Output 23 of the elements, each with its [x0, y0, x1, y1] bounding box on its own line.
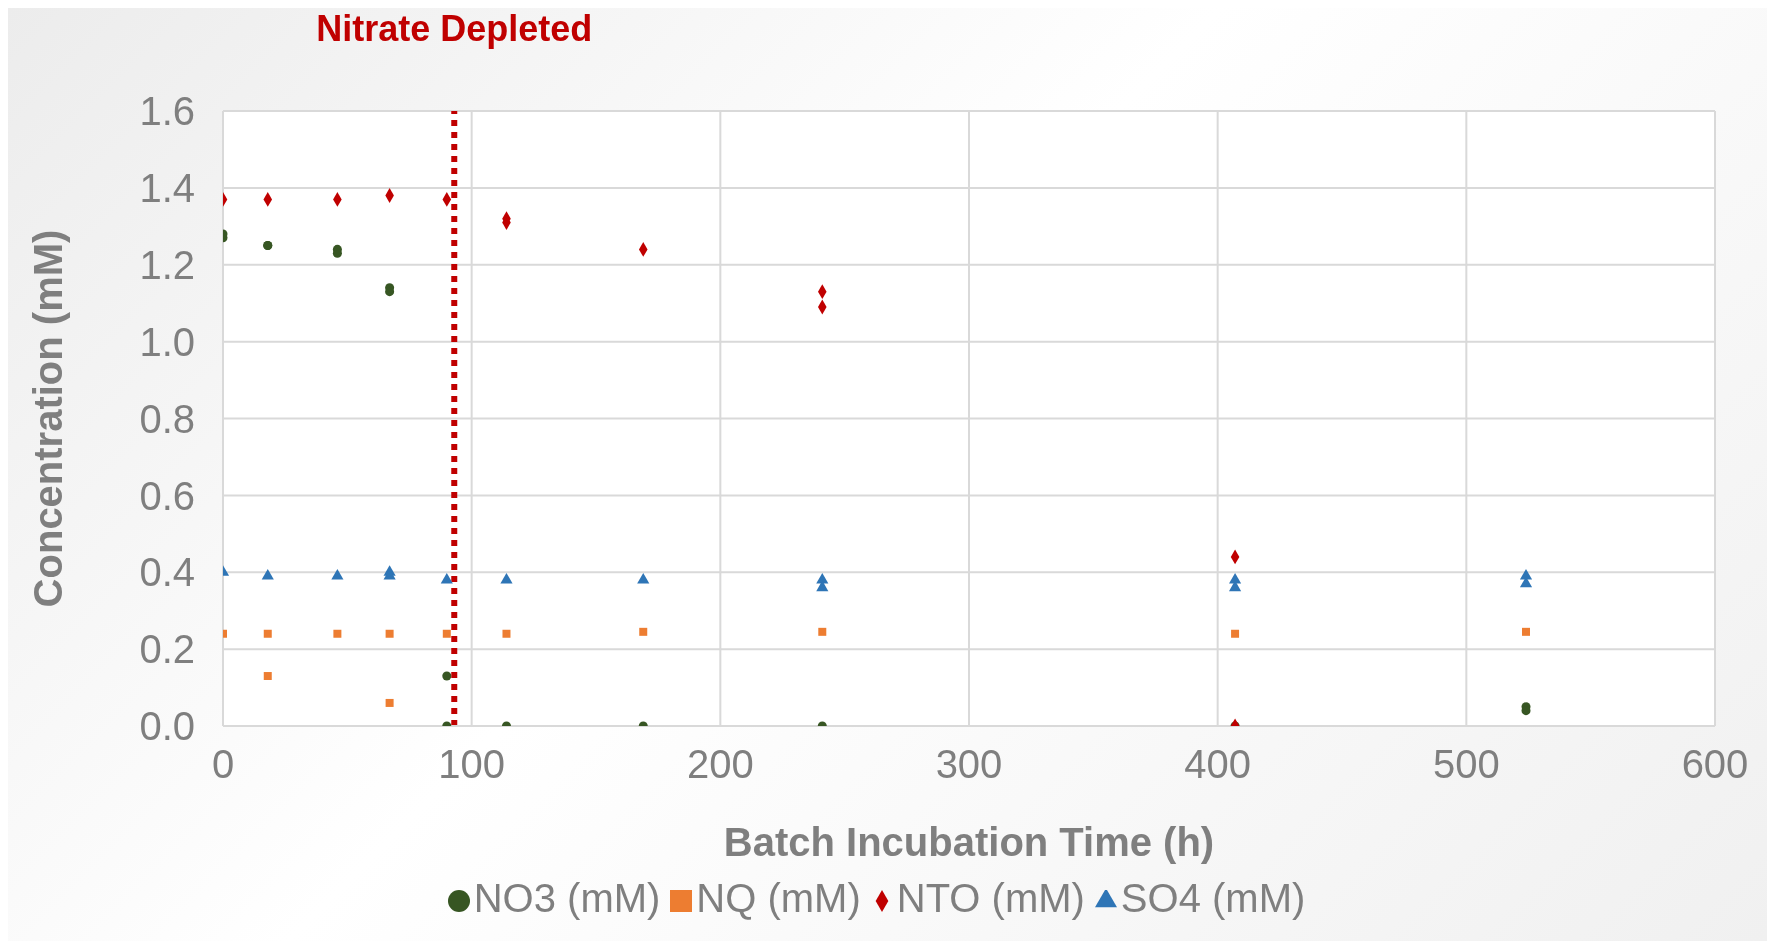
x-tick-label: 200 [686, 742, 754, 787]
x-tick-label: 400 [1184, 742, 1252, 787]
x-tick-label: 300 [935, 742, 1003, 787]
legend-label: SO4 (mM) [1120, 876, 1306, 920]
y-tick-label: 1.0 [139, 319, 195, 364]
x-tick-label: 0 [211, 742, 235, 787]
y-tick-label: 0.2 [139, 627, 195, 672]
y-tick-label: 1.4 [139, 166, 195, 211]
x-tick-label: 500 [1432, 742, 1500, 787]
y-tick-label: 0.0 [139, 704, 195, 749]
y-axis-title: Concentration (mM) [26, 229, 71, 608]
x-tick-label: 100 [438, 742, 506, 787]
x-tick-label: 600 [1681, 742, 1749, 787]
legend-label: NO3 (mM) [473, 876, 661, 920]
y-tick-label: 0.6 [139, 473, 195, 518]
ref-line-label: Nitrate Depleted [316, 8, 593, 49]
y-tick-label: 0.8 [139, 396, 195, 441]
y-tick-label: 0.4 [139, 550, 195, 595]
y-tick-label: 1.6 [139, 89, 195, 134]
x-axis-title: Batch Incubation Time (h) [723, 820, 1215, 864]
y-tick-label: 1.2 [139, 242, 195, 287]
legend-label: NTO (mM) [896, 876, 1085, 920]
legend-label: NQ (mM) [696, 876, 861, 920]
